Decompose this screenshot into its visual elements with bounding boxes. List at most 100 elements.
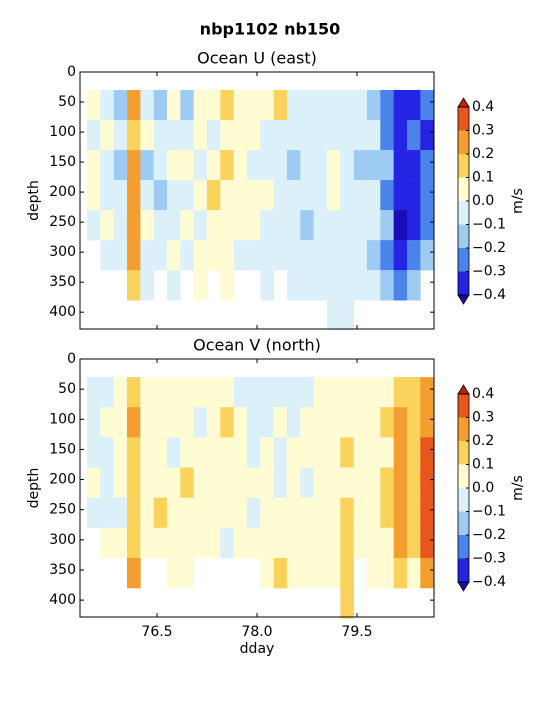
cell [300,467,314,498]
cell [87,497,101,529]
cell [260,557,274,589]
cell [180,407,194,438]
cell [300,377,314,408]
y-tick-label: 0 [67,351,76,367]
cell [367,120,381,151]
y-tick-label: 0 [67,64,76,80]
colorbar-segment [458,558,469,582]
cell [300,210,314,241]
colorbar-over [457,97,470,108]
cell [167,270,181,301]
cell [367,180,381,211]
cell [207,90,221,121]
cell [260,270,274,301]
cell [353,407,368,438]
cell [420,90,434,121]
cell [87,150,101,181]
cell [127,437,141,468]
cell [127,90,141,121]
colorbar-segment [458,130,469,154]
colorbar-tick-label: 0.4 [472,386,494,402]
cell [207,407,221,438]
y-tick-label: 200 [49,472,76,488]
cell [287,407,301,438]
cell [207,467,221,498]
cell [220,120,234,151]
cell [153,120,168,151]
cell [247,210,261,241]
cell [100,527,114,559]
colorbar-under [457,581,470,592]
cell [167,240,181,271]
cell [407,557,421,589]
cell [420,210,434,241]
cell [367,497,381,529]
y-tick-label: 150 [49,154,76,170]
cell [260,377,274,408]
cell [313,90,328,121]
cell [220,180,234,211]
cell [180,150,194,181]
cell [233,377,248,408]
cell [207,527,221,559]
cell [247,377,261,408]
cell [393,270,408,301]
cell [167,150,181,181]
y-tick-label: 300 [49,244,76,260]
cell [113,437,128,468]
cell [153,150,168,181]
cell [327,557,341,589]
colorbar-tick-label: −0.1 [472,217,506,233]
cell [87,407,101,438]
cell [167,120,181,151]
cell [407,467,421,498]
cell [393,120,408,151]
cell [353,467,368,498]
cell [313,240,328,271]
cell [380,150,394,181]
cell [180,437,194,468]
cell [407,270,421,301]
colorbar-segment [458,511,469,535]
cell [153,467,168,498]
cell [327,300,341,331]
cell [340,210,354,241]
cell [100,497,114,529]
cell [367,90,381,121]
cell [100,90,114,121]
cell [233,90,248,121]
cell [260,120,274,151]
cell [420,437,434,468]
cell [207,497,221,529]
cell [353,90,368,121]
cell [193,527,208,559]
cell [287,497,301,529]
cell [167,407,181,438]
cell [193,90,208,121]
cell [233,180,248,211]
cell [140,90,154,121]
cell [313,270,328,301]
cell [313,557,328,589]
cell [180,120,194,151]
cell [193,497,208,529]
cell [300,180,314,211]
cell [140,180,154,211]
cell [260,467,274,498]
cell [167,497,181,529]
cell [420,407,434,438]
cell [300,437,314,468]
cell [140,407,154,438]
cell [273,557,288,589]
cell [367,210,381,241]
colorbar-segment [458,224,469,248]
cell [393,497,408,529]
cell [113,150,128,181]
cell [300,120,314,151]
cell [273,180,288,211]
cell [167,180,181,211]
cell [127,407,141,438]
cell [340,407,354,438]
cell [273,437,288,468]
